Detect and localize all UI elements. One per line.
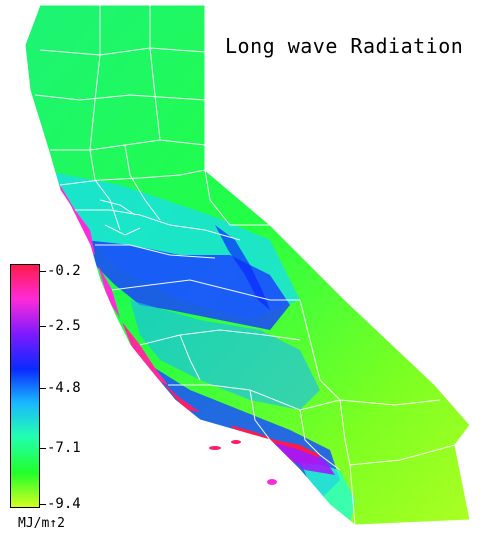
legend-tick-mark bbox=[40, 326, 46, 327]
legend-tick-label: -9.4 bbox=[47, 496, 81, 512]
legend-unit-label: MJ/m↑2 bbox=[18, 516, 65, 531]
legend-color-bar bbox=[10, 264, 40, 508]
legend-tick-mark bbox=[40, 448, 46, 449]
legend-tick-label: -4.8 bbox=[47, 380, 81, 396]
legend-tick-label: -2.5 bbox=[47, 318, 81, 334]
map-title: Long wave Radiation bbox=[225, 34, 464, 58]
legend-tick-mark bbox=[40, 388, 46, 389]
legend-tick-label: -7.1 bbox=[47, 440, 81, 456]
legend-tick-label: -0.2 bbox=[47, 263, 81, 279]
legend-tick-mark bbox=[40, 271, 46, 272]
legend-tick-mark bbox=[40, 504, 46, 505]
